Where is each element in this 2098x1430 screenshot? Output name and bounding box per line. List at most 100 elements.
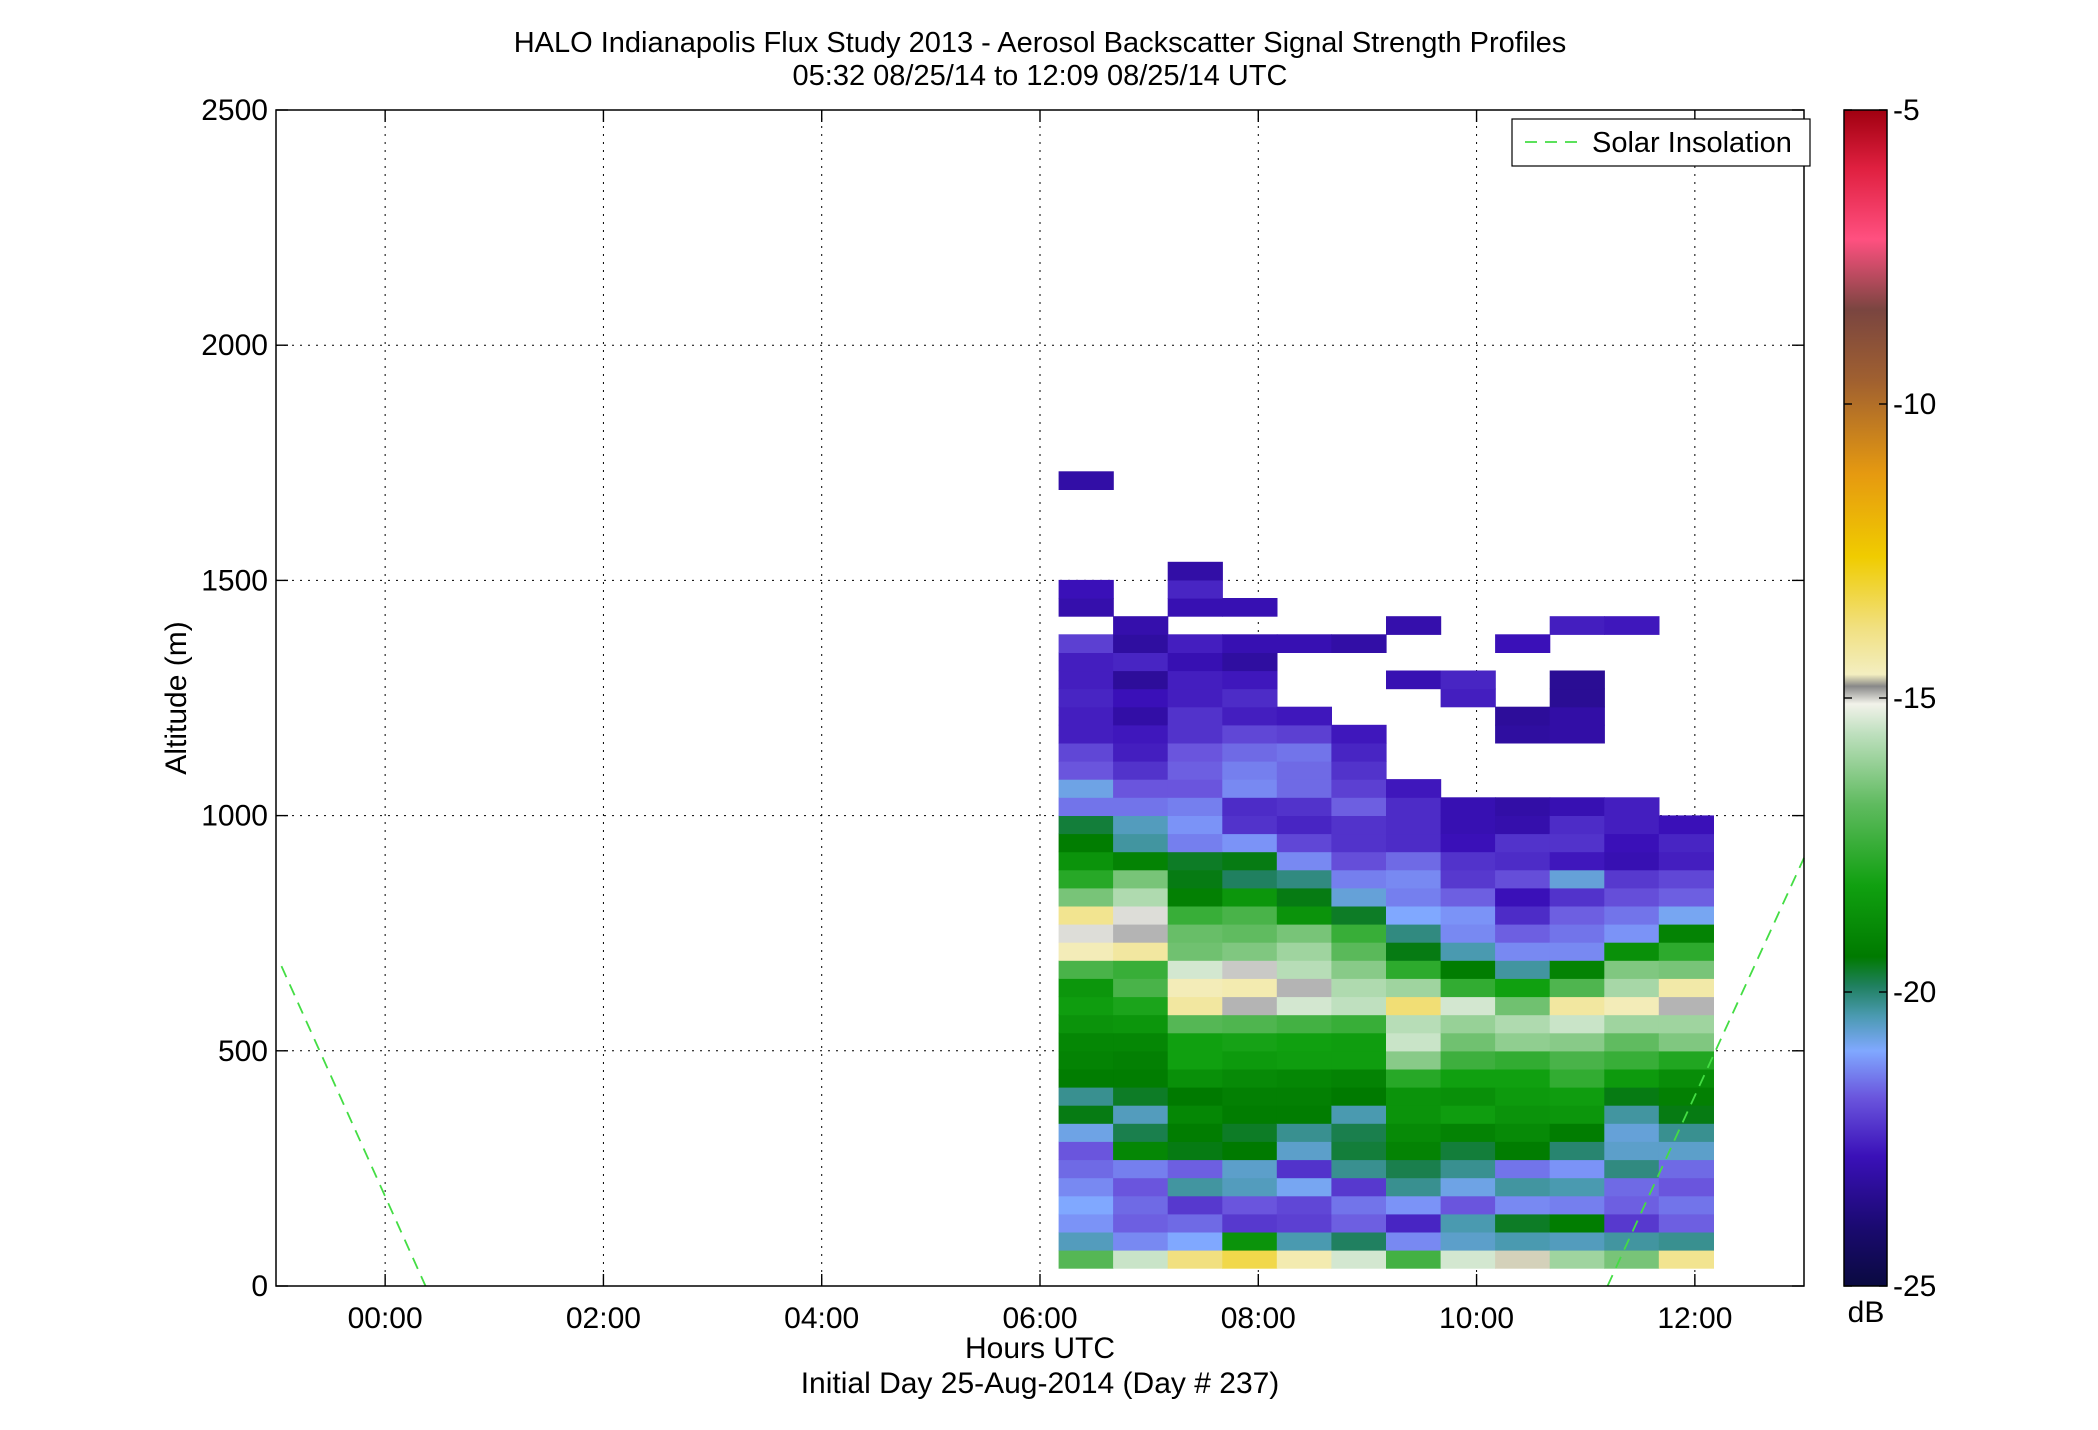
heatmap-cell	[1058, 598, 1114, 617]
heatmap-cell	[1058, 869, 1114, 889]
heatmap-cell	[1058, 924, 1114, 943]
heatmap-cell	[1276, 1250, 1332, 1269]
heatmap-cell	[1386, 942, 1442, 961]
heatmap-cell	[1495, 1050, 1551, 1070]
heatmap-cell	[1058, 833, 1114, 853]
heatmap-cell	[1658, 924, 1714, 943]
heatmap-cell	[1222, 1014, 1278, 1034]
heatmap-cell	[1604, 1105, 1660, 1124]
heatmap-cell	[1386, 1068, 1442, 1088]
heatmap-cell	[1058, 942, 1114, 961]
heatmap-cell	[1440, 833, 1496, 853]
heatmap-cell	[1222, 1123, 1278, 1142]
heatmap-cell	[1440, 996, 1496, 1016]
heatmap-cell	[1276, 887, 1332, 907]
heatmap-cell	[1440, 905, 1496, 925]
heatmap-cell	[1386, 833, 1442, 853]
heatmap-cell	[1440, 688, 1496, 708]
colorbar-tick-label: -10	[1893, 388, 1936, 421]
heatmap-cell	[1440, 1231, 1496, 1251]
heatmap-cell	[1549, 1123, 1605, 1142]
heatmap-cell	[1658, 1231, 1714, 1251]
heatmap-cell	[1222, 634, 1278, 653]
heatmap-cell	[1440, 1177, 1496, 1197]
heatmap-cell	[1331, 978, 1387, 998]
heatmap-cell	[1440, 942, 1496, 961]
chart-title: HALO Indianapolis Flux Study 2013 - Aero…	[514, 27, 1567, 59]
legend-solar-label: Solar Insolation	[1592, 127, 1792, 159]
heatmap-cell	[1167, 688, 1223, 708]
axis-ticks: 00:00 02:00 04:00 06:00 08:00 10:00 12:00 0 500 1…	[201, 94, 1804, 1335]
heatmap-cell	[1113, 815, 1169, 835]
heatmap-cell	[1167, 887, 1223, 907]
heatmap-cell	[1440, 1032, 1496, 1052]
heatmap-cell	[1658, 1087, 1714, 1106]
heatmap-cell	[1058, 905, 1114, 925]
heatmap-cell	[1331, 634, 1387, 653]
heatmap-cell	[1495, 851, 1551, 871]
colorbar-tick-label: -15	[1893, 682, 1936, 715]
heatmap-cell	[1440, 1213, 1496, 1233]
heatmap-cell	[1386, 779, 1442, 798]
heatmap-cell	[1604, 1177, 1660, 1197]
heatmap-cell	[1331, 1250, 1387, 1269]
heatmap-cell	[1549, 1050, 1605, 1070]
heatmap-cell	[1276, 1068, 1332, 1088]
heatmap-cell	[1386, 1195, 1442, 1215]
heatmap-cell	[1167, 978, 1223, 998]
heatmap-cell	[1658, 1050, 1714, 1070]
heatmap-cell	[1495, 887, 1551, 907]
heatmap-cell	[1440, 670, 1496, 690]
heatmap-cell	[1331, 779, 1387, 798]
heatmap-cell	[1549, 887, 1605, 907]
heatmap-cell	[1167, 869, 1223, 889]
heatmap-cell	[1549, 942, 1605, 961]
heatmap-cell	[1276, 1213, 1332, 1233]
heatmap-cell	[1386, 1032, 1442, 1052]
heatmap-cell	[1658, 851, 1714, 871]
heatmap-cell	[1386, 797, 1442, 816]
heatmap-cell	[1222, 942, 1278, 961]
heatmap-cell	[1440, 1087, 1496, 1106]
heatmap-cell	[1386, 1087, 1442, 1106]
heatmap-cell	[1549, 1159, 1605, 1179]
heatmap-cell	[1113, 724, 1169, 744]
heatmap-cell	[1495, 996, 1551, 1016]
heatmap-cell	[1167, 797, 1223, 816]
colorbar-tick-label: -25	[1893, 1270, 1936, 1303]
heatmap-cell	[1113, 742, 1169, 762]
heatmap-cell	[1440, 1014, 1496, 1034]
heatmap-cell	[1386, 978, 1442, 998]
heatmap-cell	[1167, 652, 1223, 672]
heatmap-cell	[1386, 1014, 1442, 1034]
heatmap-cell	[1113, 688, 1169, 708]
heatmap-cell	[1331, 869, 1387, 889]
heatmap-cell	[1167, 942, 1223, 961]
heatmap-cell	[1386, 1231, 1442, 1251]
heatmap-cell	[1167, 706, 1223, 726]
heatmap-cell	[1276, 779, 1332, 798]
heatmap-cell	[1167, 1250, 1223, 1269]
heatmap-cell	[1222, 851, 1278, 871]
heatmap-cell	[1058, 670, 1114, 690]
heatmap-cell	[1386, 996, 1442, 1016]
heatmap-cell	[1331, 815, 1387, 835]
heatmap-cell	[1386, 1213, 1442, 1233]
heatmap-cell	[1167, 1159, 1223, 1179]
heatmap-cell	[1331, 996, 1387, 1016]
heatmap-cell	[1222, 1032, 1278, 1052]
heatmap-cell	[1276, 761, 1332, 780]
heatmap-cell	[1549, 960, 1605, 979]
heatmap-cell	[1549, 1141, 1605, 1161]
heatmap-cell	[1113, 833, 1169, 853]
heatmap-cell	[1222, 833, 1278, 853]
heatmap-cell	[1331, 1213, 1387, 1233]
heatmap-cell	[1058, 688, 1114, 708]
heatmap-cell	[1058, 960, 1114, 979]
heatmap-cell	[1276, 851, 1332, 871]
y-tick-label: 0	[251, 1270, 268, 1303]
heatmap-cell	[1222, 1050, 1278, 1070]
heatmap-cell	[1604, 942, 1660, 961]
